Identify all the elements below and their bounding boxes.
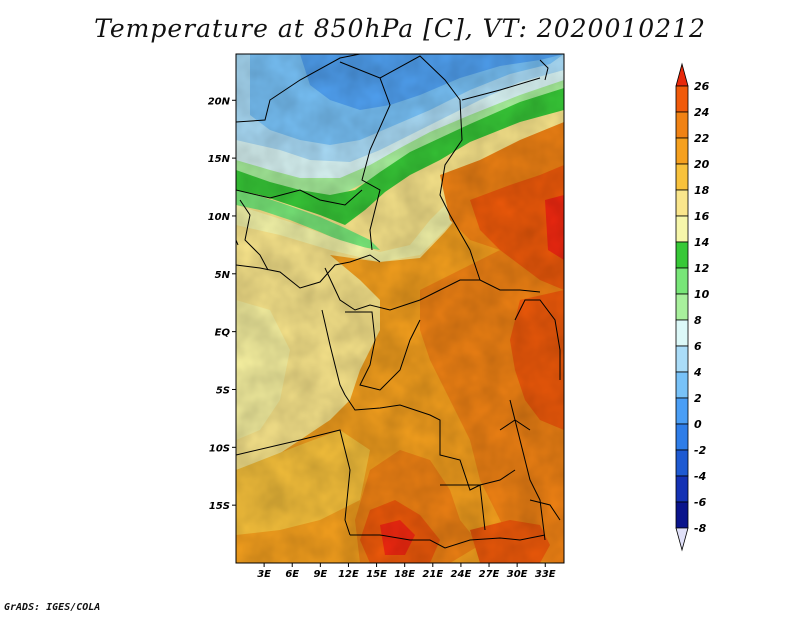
lat-tick: 15S bbox=[209, 501, 236, 512]
lon-tick: 15E bbox=[366, 563, 387, 580]
lat-tick-label: EQ bbox=[215, 328, 231, 339]
lon-tick-label: 6E bbox=[285, 569, 299, 580]
temperature-field bbox=[236, 54, 564, 563]
legend-swatch bbox=[675, 137, 689, 165]
lon-tick: 18E bbox=[394, 563, 415, 580]
lat-tick-label: 10S bbox=[209, 443, 230, 454]
legend-swatch bbox=[675, 163, 689, 191]
lon-tick-label: 12E bbox=[338, 569, 359, 580]
lon-tick: 21E bbox=[422, 563, 443, 580]
lat-tick-label: 5N bbox=[215, 270, 231, 281]
lon-tick: 6E bbox=[285, 563, 299, 580]
lat-tick-label: 5S bbox=[216, 385, 230, 396]
lon-tick: 24E bbox=[451, 563, 472, 580]
legend-swatch bbox=[675, 293, 689, 321]
lon-tick-label: 15E bbox=[366, 569, 387, 580]
legend-swatch bbox=[675, 189, 689, 217]
legend-swatch bbox=[675, 501, 689, 529]
lat-tick: 5N bbox=[215, 270, 236, 281]
legend-swatch bbox=[675, 319, 689, 347]
lon-tick: 27E bbox=[479, 563, 500, 580]
map-frame bbox=[235, 53, 565, 564]
legend-label: 20 bbox=[694, 158, 710, 171]
legend-label: -8 bbox=[694, 522, 707, 535]
lon-tick: 33E bbox=[535, 563, 556, 580]
legend-swatch bbox=[675, 423, 689, 451]
lon-tick-label: 24E bbox=[451, 569, 472, 580]
lon-tick-label: 3E bbox=[257, 569, 271, 580]
legend-swatch bbox=[675, 85, 689, 113]
lat-tick: EQ bbox=[215, 328, 236, 339]
lon-tick: 12E bbox=[338, 563, 359, 580]
lat-tick: 20N bbox=[208, 96, 236, 107]
lon-tick: 3E bbox=[257, 563, 271, 580]
lon-tick-label: 18E bbox=[394, 569, 415, 580]
longitude-axis: 3E 6E 9E 12E 15E 18E 21E 24E 27E 30E 33E bbox=[257, 563, 556, 580]
legend-label: 12 bbox=[694, 262, 710, 275]
lon-tick: 30E bbox=[507, 563, 528, 580]
lon-tick-label: 30E bbox=[507, 569, 528, 580]
legend-label: 16 bbox=[694, 210, 710, 223]
legend-label: 4 bbox=[693, 366, 702, 379]
legend-label: 18 bbox=[694, 184, 710, 197]
lon-tick-label: 21E bbox=[422, 569, 443, 580]
legend-swatch bbox=[675, 241, 689, 269]
legend-swatch bbox=[675, 475, 689, 503]
legend-label: -2 bbox=[694, 444, 707, 457]
legend-label: 2 bbox=[694, 392, 702, 405]
lon-tick-label: 33E bbox=[535, 569, 556, 580]
footer-credit: GrADS: IGES/COLA bbox=[4, 602, 101, 613]
lat-tick: 10S bbox=[209, 443, 236, 454]
legend-swatch bbox=[675, 215, 689, 243]
legend-label: 6 bbox=[694, 340, 702, 353]
legend-swatch bbox=[675, 449, 689, 477]
legend-swatch bbox=[675, 267, 689, 295]
lat-tick: 10N bbox=[208, 212, 236, 223]
legend-label: 22 bbox=[694, 132, 710, 145]
lat-tick: 15N bbox=[208, 154, 236, 165]
lon-tick-label: 9E bbox=[313, 569, 327, 580]
map-title: Temperature at 850hPa [C], VT: 202001021… bbox=[94, 14, 706, 43]
lat-tick: 5S bbox=[216, 385, 236, 396]
legend-label: 10 bbox=[694, 288, 710, 301]
legend-swatch bbox=[675, 397, 689, 425]
legend-label: 0 bbox=[694, 418, 702, 431]
legend-label: 24 bbox=[694, 106, 709, 119]
lat-tick-label: 10N bbox=[208, 212, 231, 223]
legend-swatch bbox=[675, 371, 689, 399]
legend-label: -4 bbox=[694, 470, 706, 483]
legend-bottom-arrow bbox=[675, 527, 689, 552]
legend-top-arrow bbox=[675, 62, 689, 87]
lon-tick-label: 27E bbox=[479, 569, 500, 580]
country-borders bbox=[236, 54, 561, 549]
legend-label: -6 bbox=[694, 496, 707, 509]
legend-swatch bbox=[675, 111, 689, 139]
lat-tick-label: 20N bbox=[208, 96, 231, 107]
legend-label: 26 bbox=[694, 80, 710, 93]
latitude-axis: 20N 15N 10N 5N EQ 5S 10S 15S bbox=[208, 96, 236, 512]
lat-tick-label: 15S bbox=[209, 501, 230, 512]
legend-label: 14 bbox=[694, 236, 709, 249]
lat-tick-label: 15N bbox=[208, 154, 231, 165]
legend-label: 8 bbox=[694, 314, 702, 327]
lon-tick: 9E bbox=[313, 563, 327, 580]
legend-swatch bbox=[675, 345, 689, 373]
